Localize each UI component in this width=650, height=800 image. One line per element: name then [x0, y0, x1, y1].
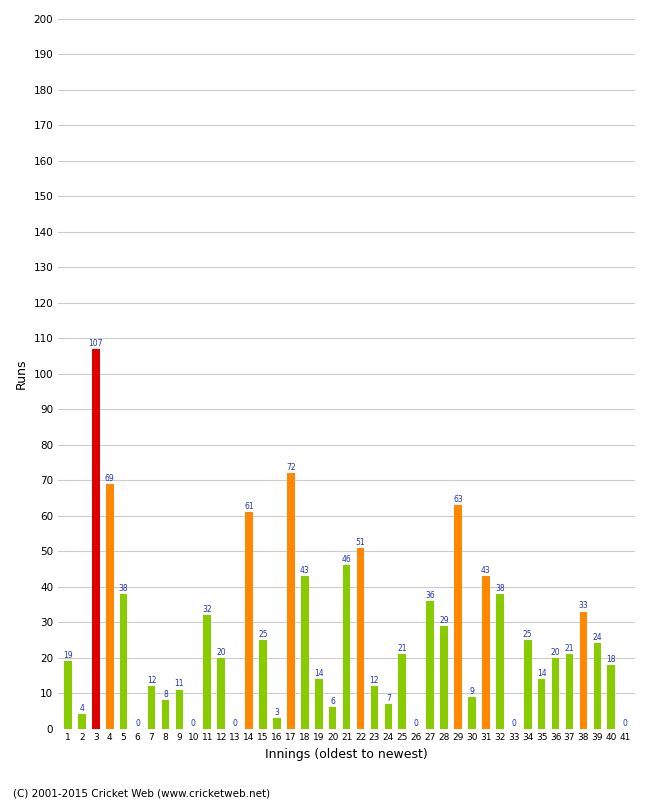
Bar — [524, 640, 532, 729]
Bar — [398, 654, 406, 729]
Bar — [482, 576, 489, 729]
Bar — [343, 566, 350, 729]
Text: 4: 4 — [79, 704, 84, 714]
Bar — [580, 611, 588, 729]
Bar — [496, 594, 504, 729]
Text: 63: 63 — [453, 495, 463, 504]
Text: 20: 20 — [216, 647, 226, 657]
X-axis label: Innings (oldest to newest): Innings (oldest to newest) — [265, 748, 428, 761]
Text: 25: 25 — [258, 630, 268, 639]
Bar — [148, 686, 155, 729]
Bar — [273, 718, 281, 729]
Bar — [608, 665, 615, 729]
Bar — [593, 643, 601, 729]
Bar — [203, 615, 211, 729]
Bar — [538, 679, 545, 729]
Bar — [370, 686, 378, 729]
Bar — [287, 473, 294, 729]
Text: 69: 69 — [105, 474, 114, 482]
Bar — [566, 654, 573, 729]
Bar — [78, 714, 86, 729]
Text: 14: 14 — [537, 669, 547, 678]
Bar — [454, 505, 462, 729]
Text: 0: 0 — [135, 718, 140, 727]
Text: 51: 51 — [356, 538, 365, 546]
Text: 29: 29 — [439, 616, 449, 625]
Text: 46: 46 — [342, 555, 352, 564]
Text: 12: 12 — [147, 676, 156, 685]
Bar — [92, 349, 99, 729]
Text: 21: 21 — [565, 644, 574, 653]
Text: 107: 107 — [88, 339, 103, 348]
Text: 33: 33 — [578, 602, 588, 610]
Bar — [426, 601, 434, 729]
Text: 14: 14 — [314, 669, 324, 678]
Text: 6: 6 — [330, 698, 335, 706]
Text: 61: 61 — [244, 502, 254, 511]
Text: 38: 38 — [119, 584, 129, 593]
Text: 72: 72 — [286, 463, 296, 472]
Bar — [64, 661, 72, 729]
Bar — [106, 484, 114, 729]
Text: 12: 12 — [370, 676, 379, 685]
Text: 3: 3 — [274, 708, 280, 717]
Text: 20: 20 — [551, 647, 560, 657]
Text: 9: 9 — [469, 686, 474, 695]
Bar — [176, 690, 183, 729]
Text: 7: 7 — [386, 694, 391, 702]
Text: 19: 19 — [63, 651, 73, 660]
Bar — [468, 697, 476, 729]
Bar — [329, 707, 337, 729]
Text: 8: 8 — [163, 690, 168, 699]
Text: 0: 0 — [414, 718, 419, 727]
Text: 24: 24 — [593, 634, 602, 642]
Bar — [552, 658, 560, 729]
Text: 0: 0 — [623, 718, 628, 727]
Text: 18: 18 — [606, 654, 616, 664]
Bar — [315, 679, 322, 729]
Bar — [162, 700, 169, 729]
Text: 36: 36 — [425, 590, 435, 600]
Bar — [357, 548, 365, 729]
Text: 0: 0 — [191, 718, 196, 727]
Bar — [120, 594, 127, 729]
Text: 0: 0 — [512, 718, 516, 727]
Text: 21: 21 — [398, 644, 407, 653]
Text: 43: 43 — [481, 566, 491, 575]
Text: 25: 25 — [523, 630, 532, 639]
Text: 0: 0 — [233, 718, 237, 727]
Text: 11: 11 — [175, 679, 184, 689]
Text: (C) 2001-2015 Cricket Web (www.cricketweb.net): (C) 2001-2015 Cricket Web (www.cricketwe… — [13, 788, 270, 798]
Text: 43: 43 — [300, 566, 309, 575]
Bar — [245, 512, 253, 729]
Y-axis label: Runs: Runs — [15, 358, 28, 389]
Text: 32: 32 — [202, 605, 212, 614]
Bar — [301, 576, 309, 729]
Bar — [385, 704, 392, 729]
Bar — [440, 626, 448, 729]
Text: 38: 38 — [495, 584, 504, 593]
Bar — [217, 658, 225, 729]
Bar — [259, 640, 266, 729]
